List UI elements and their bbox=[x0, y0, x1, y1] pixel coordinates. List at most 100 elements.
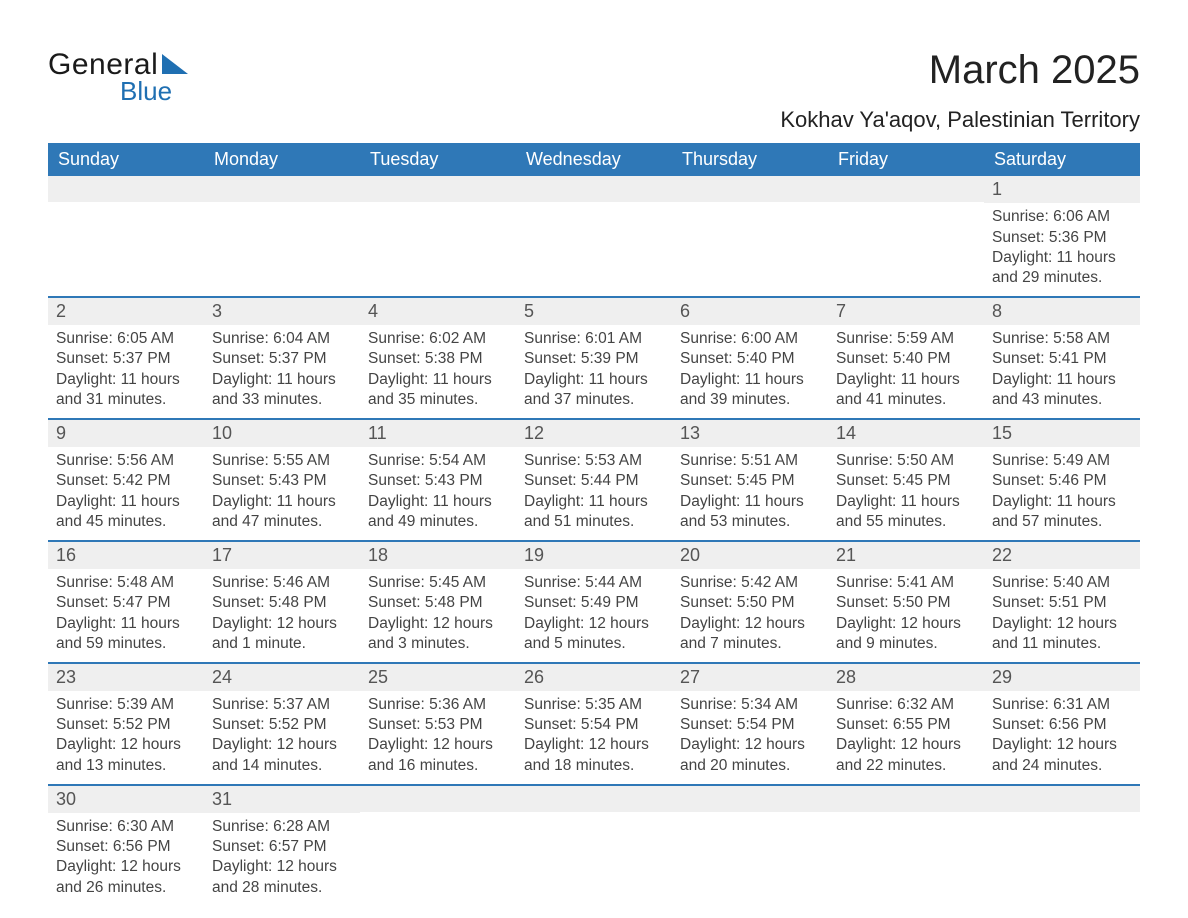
day-number: 6 bbox=[672, 298, 828, 325]
calendar-week-row: 16Sunrise: 5:48 AMSunset: 5:47 PMDayligh… bbox=[48, 541, 1140, 663]
calendar-cell: 27Sunrise: 5:34 AMSunset: 5:54 PMDayligh… bbox=[672, 663, 828, 785]
daylight-line: Daylight: 12 hours and 1 minute. bbox=[212, 614, 352, 654]
day-details: Sunrise: 6:05 AMSunset: 5:37 PMDaylight:… bbox=[48, 325, 204, 418]
empty-day-bar bbox=[516, 176, 672, 202]
location-label: Kokhav Ya'aqov, Palestinian Territory bbox=[780, 107, 1140, 133]
day-details: Sunrise: 6:02 AMSunset: 5:38 PMDaylight:… bbox=[360, 325, 516, 418]
calendar-cell: 24Sunrise: 5:37 AMSunset: 5:52 PMDayligh… bbox=[204, 663, 360, 785]
sunset-line: Sunset: 5:37 PM bbox=[212, 349, 352, 369]
sunset-line: Sunset: 5:46 PM bbox=[992, 471, 1132, 491]
sunrise-line: Sunrise: 5:39 AM bbox=[56, 695, 196, 715]
calendar-cell: 19Sunrise: 5:44 AMSunset: 5:49 PMDayligh… bbox=[516, 541, 672, 663]
daylight-line: Daylight: 12 hours and 11 minutes. bbox=[992, 614, 1132, 654]
day-number: 19 bbox=[516, 542, 672, 569]
day-header-thu: Thursday bbox=[672, 143, 828, 176]
empty-day-bar bbox=[360, 176, 516, 202]
calendar-cell: 12Sunrise: 5:53 AMSunset: 5:44 PMDayligh… bbox=[516, 419, 672, 541]
daylight-line: Daylight: 11 hours and 43 minutes. bbox=[992, 370, 1132, 410]
daylight-line: Daylight: 11 hours and 51 minutes. bbox=[524, 492, 664, 532]
calendar-table: Sunday Monday Tuesday Wednesday Thursday… bbox=[48, 143, 1140, 906]
day-number: 8 bbox=[984, 298, 1140, 325]
calendar-cell bbox=[360, 176, 516, 297]
sunrise-line: Sunrise: 5:46 AM bbox=[212, 573, 352, 593]
day-details: Sunrise: 5:45 AMSunset: 5:48 PMDaylight:… bbox=[360, 569, 516, 662]
daylight-line: Daylight: 12 hours and 24 minutes. bbox=[992, 735, 1132, 775]
day-details: Sunrise: 6:06 AMSunset: 5:36 PMDaylight:… bbox=[984, 203, 1140, 296]
calendar-cell bbox=[672, 176, 828, 297]
sunset-line: Sunset: 6:55 PM bbox=[836, 715, 976, 735]
day-details: Sunrise: 6:28 AMSunset: 6:57 PMDaylight:… bbox=[204, 813, 360, 906]
sunrise-line: Sunrise: 6:02 AM bbox=[368, 329, 508, 349]
calendar-cell: 28Sunrise: 6:32 AMSunset: 6:55 PMDayligh… bbox=[828, 663, 984, 785]
daylight-line: Daylight: 11 hours and 47 minutes. bbox=[212, 492, 352, 532]
calendar-cell: 3Sunrise: 6:04 AMSunset: 5:37 PMDaylight… bbox=[204, 297, 360, 419]
day-details: Sunrise: 5:46 AMSunset: 5:48 PMDaylight:… bbox=[204, 569, 360, 662]
day-number: 2 bbox=[48, 298, 204, 325]
sunrise-line: Sunrise: 6:04 AM bbox=[212, 329, 352, 349]
daylight-line: Daylight: 11 hours and 41 minutes. bbox=[836, 370, 976, 410]
calendar-cell: 25Sunrise: 5:36 AMSunset: 5:53 PMDayligh… bbox=[360, 663, 516, 785]
sunrise-line: Sunrise: 5:37 AM bbox=[212, 695, 352, 715]
day-details: Sunrise: 5:49 AMSunset: 5:46 PMDaylight:… bbox=[984, 447, 1140, 540]
calendar-week-row: 23Sunrise: 5:39 AMSunset: 5:52 PMDayligh… bbox=[48, 663, 1140, 785]
calendar-cell: 9Sunrise: 5:56 AMSunset: 5:42 PMDaylight… bbox=[48, 419, 204, 541]
sunset-line: Sunset: 5:52 PM bbox=[212, 715, 352, 735]
calendar-cell: 1Sunrise: 6:06 AMSunset: 5:36 PMDaylight… bbox=[984, 176, 1140, 297]
daylight-line: Daylight: 11 hours and 35 minutes. bbox=[368, 370, 508, 410]
calendar-week-row: 2Sunrise: 6:05 AMSunset: 5:37 PMDaylight… bbox=[48, 297, 1140, 419]
day-details: Sunrise: 5:51 AMSunset: 5:45 PMDaylight:… bbox=[672, 447, 828, 540]
sunrise-line: Sunrise: 5:44 AM bbox=[524, 573, 664, 593]
calendar-cell: 23Sunrise: 5:39 AMSunset: 5:52 PMDayligh… bbox=[48, 663, 204, 785]
day-details: Sunrise: 5:53 AMSunset: 5:44 PMDaylight:… bbox=[516, 447, 672, 540]
empty-day-bar bbox=[828, 786, 984, 812]
calendar-cell bbox=[828, 785, 984, 906]
sunrise-line: Sunrise: 5:51 AM bbox=[680, 451, 820, 471]
day-details: Sunrise: 5:54 AMSunset: 5:43 PMDaylight:… bbox=[360, 447, 516, 540]
page-title: March 2025 bbox=[780, 48, 1140, 93]
day-number: 14 bbox=[828, 420, 984, 447]
calendar-header-row: Sunday Monday Tuesday Wednesday Thursday… bbox=[48, 143, 1140, 176]
calendar-cell bbox=[360, 785, 516, 906]
sunset-line: Sunset: 5:54 PM bbox=[524, 715, 664, 735]
calendar-cell: 4Sunrise: 6:02 AMSunset: 5:38 PMDaylight… bbox=[360, 297, 516, 419]
sunset-line: Sunset: 6:56 PM bbox=[56, 837, 196, 857]
daylight-line: Daylight: 12 hours and 22 minutes. bbox=[836, 735, 976, 775]
sunset-line: Sunset: 5:38 PM bbox=[368, 349, 508, 369]
daylight-line: Daylight: 11 hours and 33 minutes. bbox=[212, 370, 352, 410]
day-details: Sunrise: 6:01 AMSunset: 5:39 PMDaylight:… bbox=[516, 325, 672, 418]
calendar-cell bbox=[204, 176, 360, 297]
sunrise-line: Sunrise: 5:34 AM bbox=[680, 695, 820, 715]
day-number: 20 bbox=[672, 542, 828, 569]
day-details: Sunrise: 5:55 AMSunset: 5:43 PMDaylight:… bbox=[204, 447, 360, 540]
daylight-line: Daylight: 11 hours and 55 minutes. bbox=[836, 492, 976, 532]
day-number: 1 bbox=[984, 176, 1140, 203]
sunset-line: Sunset: 5:42 PM bbox=[56, 471, 196, 491]
empty-day-bar bbox=[828, 176, 984, 202]
daylight-line: Daylight: 11 hours and 45 minutes. bbox=[56, 492, 196, 532]
sunrise-line: Sunrise: 6:06 AM bbox=[992, 207, 1132, 227]
calendar-cell: 7Sunrise: 5:59 AMSunset: 5:40 PMDaylight… bbox=[828, 297, 984, 419]
day-details: Sunrise: 5:40 AMSunset: 5:51 PMDaylight:… bbox=[984, 569, 1140, 662]
calendar-week-row: 1Sunrise: 6:06 AMSunset: 5:36 PMDaylight… bbox=[48, 176, 1140, 297]
sunrise-line: Sunrise: 5:45 AM bbox=[368, 573, 508, 593]
day-header-wed: Wednesday bbox=[516, 143, 672, 176]
day-number: 28 bbox=[828, 664, 984, 691]
sunset-line: Sunset: 5:44 PM bbox=[524, 471, 664, 491]
sunrise-line: Sunrise: 5:35 AM bbox=[524, 695, 664, 715]
day-details: Sunrise: 5:41 AMSunset: 5:50 PMDaylight:… bbox=[828, 569, 984, 662]
calendar-cell: 2Sunrise: 6:05 AMSunset: 5:37 PMDaylight… bbox=[48, 297, 204, 419]
day-details: Sunrise: 5:48 AMSunset: 5:47 PMDaylight:… bbox=[48, 569, 204, 662]
empty-day-bar bbox=[360, 786, 516, 812]
daylight-line: Daylight: 11 hours and 31 minutes. bbox=[56, 370, 196, 410]
daylight-line: Daylight: 12 hours and 28 minutes. bbox=[212, 857, 352, 897]
empty-day-bar bbox=[204, 176, 360, 202]
calendar-cell: 14Sunrise: 5:50 AMSunset: 5:45 PMDayligh… bbox=[828, 419, 984, 541]
day-number: 27 bbox=[672, 664, 828, 691]
sunset-line: Sunset: 6:56 PM bbox=[992, 715, 1132, 735]
day-details: Sunrise: 5:58 AMSunset: 5:41 PMDaylight:… bbox=[984, 325, 1140, 418]
sunrise-line: Sunrise: 5:55 AM bbox=[212, 451, 352, 471]
day-number: 21 bbox=[828, 542, 984, 569]
sunrise-line: Sunrise: 6:31 AM bbox=[992, 695, 1132, 715]
calendar-cell: 18Sunrise: 5:45 AMSunset: 5:48 PMDayligh… bbox=[360, 541, 516, 663]
sunset-line: Sunset: 5:47 PM bbox=[56, 593, 196, 613]
